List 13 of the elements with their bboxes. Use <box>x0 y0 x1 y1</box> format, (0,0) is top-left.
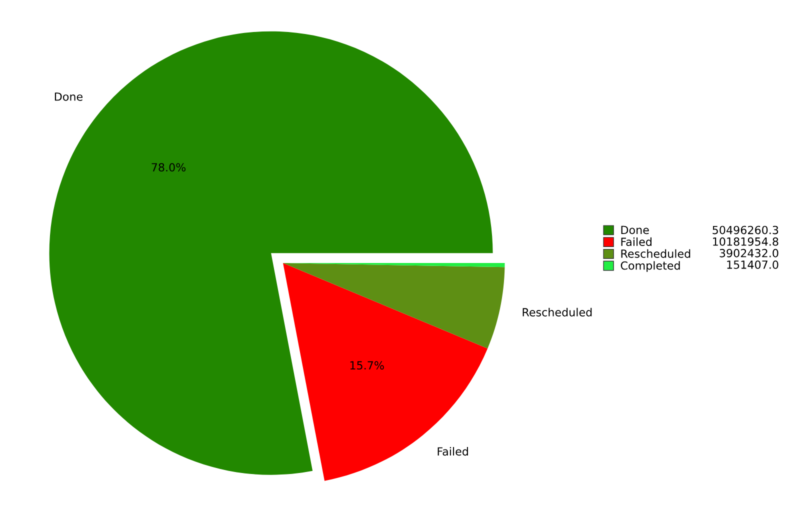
text: 10181954.8 <box>713 237 778 246</box>
legend-label: Done <box>621 226 649 234</box>
text: 151407.0 <box>727 260 778 269</box>
data-label: 15.7% <box>350 361 384 370</box>
slice-label: Rescheduled <box>522 308 592 316</box>
slice-label: Failed <box>438 447 468 456</box>
legend-label: Completed <box>620 261 680 272</box>
slice-label: Done <box>54 92 82 101</box>
data-label: 78.0% <box>152 163 186 172</box>
text: 50496260.3 <box>712 226 778 234</box>
legend-label: Failed <box>621 237 652 246</box>
text: 3902432.0 <box>720 248 778 258</box>
legend-label: Rescheduled <box>621 249 690 258</box>
